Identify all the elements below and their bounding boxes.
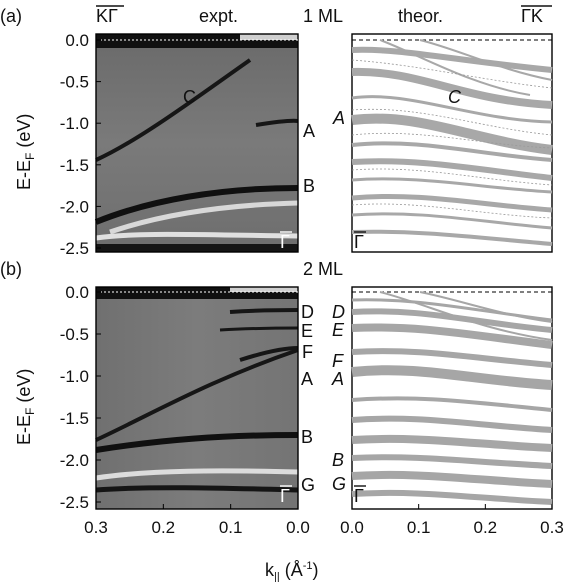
layer-label-1ml: 1 ML <box>303 6 343 26</box>
panel-a-expt-frame <box>95 33 299 253</box>
panel-b-theor <box>351 286 553 510</box>
theor-bands-b <box>351 291 553 505</box>
x-tick-label-theor: 0.2 <box>474 518 498 537</box>
band-label-D-expt: D <box>301 302 314 322</box>
band-B-expt-b <box>95 432 299 453</box>
band-B-expt <box>94 185 299 225</box>
band-A-expt <box>255 118 299 127</box>
band-label-F-expt: F <box>302 342 313 362</box>
band-C-expt <box>95 58 252 162</box>
y-tick-label-b: -1.5 <box>60 409 89 428</box>
theor-title: theor. <box>398 6 443 26</box>
band-G-expt-bright <box>95 231 299 241</box>
band-label-C-expt: C <box>183 87 196 107</box>
y-tick-label-a: -2.0 <box>60 197 89 216</box>
band-label-F-theor: F <box>332 351 344 371</box>
y-tick-label-b: 0.0 <box>65 283 89 302</box>
band-label-G-theor-b: G <box>332 474 346 494</box>
x-tick-label-expt: 0.1 <box>219 518 243 537</box>
y-tick-label-a: -1.5 <box>60 156 89 175</box>
panel-b-tag: (b) <box>0 259 22 279</box>
panel-b-expt-frame <box>95 286 299 510</box>
y-tick-label-a: -0.5 <box>60 73 89 92</box>
expt-title: expt. <box>199 6 238 26</box>
x-tick-label-theor: 0.1 <box>407 518 431 537</box>
band-label-B-expt: B <box>303 176 315 196</box>
y-tick-label-a: -1.0 <box>60 114 89 133</box>
band-label-E-theor: E <box>332 320 345 340</box>
band-A-expt-b <box>95 348 299 442</box>
band-E-expt <box>219 326 299 332</box>
y-tick-label-b: -2.5 <box>60 493 89 512</box>
band-label-B-theor-b: B <box>332 450 344 470</box>
y-tick-label-b: -2.0 <box>60 451 89 470</box>
y-tick-label-a: 0.0 <box>65 31 89 50</box>
x-tick-label-expt: 0.3 <box>84 518 108 537</box>
bottom-dark-band <box>96 244 298 252</box>
fermi-edge-highlight-b <box>230 287 298 292</box>
fermi-edge-highlight <box>240 34 298 40</box>
band-B-expt-bright <box>109 200 299 235</box>
kgamma-direction-label: KΓ <box>96 6 118 26</box>
gamma-label-b-expt: Γ <box>280 486 290 506</box>
y-axis-label-a: E-EF (eV) <box>14 114 37 190</box>
band-label-G-expt-b: G <box>301 475 315 495</box>
panel-a-tag: (a) <box>0 6 22 26</box>
theor-dashed-bands-a <box>351 59 553 219</box>
layer-label-2ml: 2 ML <box>303 259 343 279</box>
band-label-A-theor-b: A <box>331 369 344 389</box>
panel-a-expt <box>94 33 299 253</box>
gammak-direction-label: ΓK <box>521 6 543 26</box>
x-tick-labels: 0.3 0.2 0.1 0.0 0.0 0.1 0.2 0.3 <box>84 504 564 537</box>
band-label-D-theor: D <box>332 302 345 322</box>
band-label-A-theor: A <box>332 108 345 128</box>
band-G-expt-dark-b <box>95 485 299 493</box>
gamma-label-a-theor: Γ <box>354 232 364 252</box>
band-label-B-expt-b: B <box>301 427 313 447</box>
y-tick-label-b: -1.0 <box>60 367 89 386</box>
band-D-expt <box>229 308 299 314</box>
x-tick-label-expt: 0.0 <box>286 518 310 537</box>
y-tick-label-a: -2.5 <box>60 239 89 258</box>
band-label-A-expt: A <box>303 121 315 141</box>
band-F-expt <box>239 346 299 362</box>
x-tick-label-expt: 0.2 <box>152 518 176 537</box>
panel-b-expt <box>95 286 299 510</box>
y-axis-label-b: E-EF (eV) <box>14 369 37 445</box>
theor-bands-a <box>351 39 553 246</box>
panel-a-theor <box>351 33 553 253</box>
x-tick-label-theor: 0.0 <box>340 518 364 537</box>
gamma-label-a-expt: Γ <box>280 232 290 252</box>
y-tick-label-b: -0.5 <box>60 325 89 344</box>
gamma-label-b-theor: Γ <box>354 486 364 506</box>
x-axis-label: k|| (Å-1) <box>265 560 319 582</box>
band-G-expt-bright-b <box>95 468 299 481</box>
band-label-A-expt-b: A <box>301 369 313 389</box>
band-label-E-expt: E <box>301 321 313 341</box>
y-tick-labels: 0.0 -0.5 -1.0 -1.5 -2.0 -2.5 0.0 -0.5 -1.0 -1.5 -2… <box>60 31 101 512</box>
band-label-C-theor: C <box>448 87 462 107</box>
x-tick-label-theor: 0.3 <box>540 518 564 537</box>
